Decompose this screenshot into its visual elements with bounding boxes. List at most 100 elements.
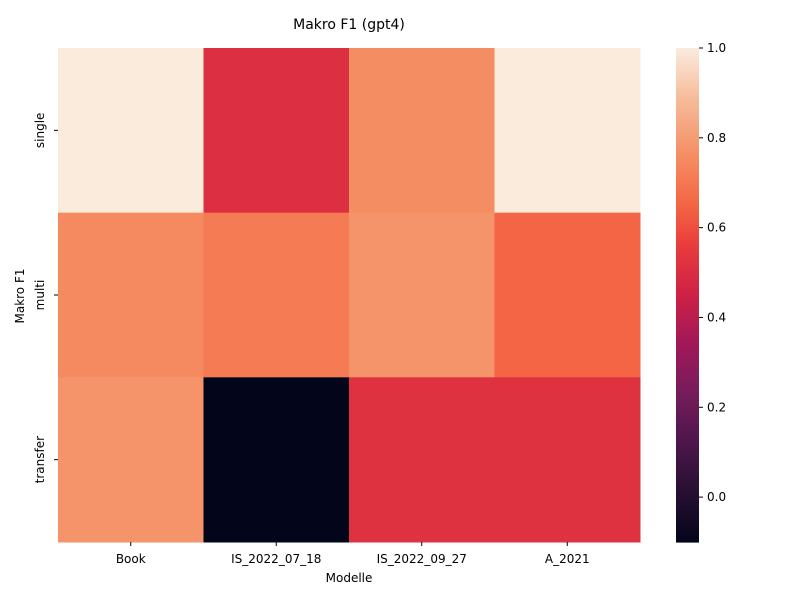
colorbar-segment: [676, 193, 699, 197]
heatmap-cell: [349, 377, 495, 543]
heatmap-cell: [203, 48, 350, 214]
colorbar-segment: [676, 341, 699, 345]
colorbar-segment: [676, 416, 699, 420]
colorbar-segment: [676, 272, 699, 276]
colorbar-segment: [676, 346, 699, 350]
colorbar-segment: [676, 480, 699, 484]
colorbar-segment: [676, 67, 699, 71]
colorbar-tick-label: 0.4: [707, 310, 726, 324]
colorbar-segment: [676, 485, 699, 489]
colorbar-segment: [676, 312, 699, 316]
colorbar-segment: [676, 228, 699, 232]
y-axis: single multi transfer: [33, 113, 58, 483]
colorbar-segment: [676, 262, 699, 266]
colorbar-segment: [676, 490, 699, 494]
heatmap-cells: [58, 48, 641, 543]
colorbar-segment: [676, 60, 699, 64]
colorbar-segment: [676, 309, 699, 313]
colorbar-segment: [676, 388, 699, 392]
colorbar-segment: [676, 430, 699, 434]
colorbar-segment: [676, 302, 699, 306]
colorbar-segment: [676, 70, 699, 74]
colorbar-segment: [676, 275, 699, 279]
colorbar-segment: [676, 423, 699, 427]
colorbar-segment: [676, 462, 699, 467]
colorbar-segment: [676, 72, 699, 76]
colorbar-segment: [676, 201, 699, 205]
colorbar-segment: [676, 408, 699, 412]
colorbar-segment: [676, 458, 699, 462]
colorbar-segment: [676, 290, 699, 294]
colorbar-segment: [676, 440, 699, 444]
colorbar-segment: [676, 460, 699, 464]
x-tick-label: IS_2022_09_27: [377, 552, 467, 566]
colorbar-segment: [676, 509, 699, 513]
colorbar-segment: [676, 144, 699, 148]
colorbar-segment: [676, 287, 699, 291]
colorbar-segment: [676, 124, 699, 128]
colorbar-segment: [676, 411, 699, 415]
colorbar-segment: [676, 492, 699, 496]
colorbar-segment: [676, 448, 699, 452]
colorbar-segment: [676, 159, 699, 163]
colorbar-segment: [676, 361, 699, 365]
colorbar-segment: [676, 495, 699, 499]
colorbar-segment: [676, 522, 699, 526]
heatmap-cell: [58, 48, 204, 214]
colorbar-segment: [676, 122, 699, 126]
colorbar-segment: [676, 253, 699, 257]
colorbar-segment: [676, 299, 699, 304]
colorbar-segment: [676, 188, 699, 192]
colorbar-segment: [676, 537, 699, 541]
heatmap-cell: [349, 48, 495, 214]
colorbar-tick-label: 0.8: [707, 131, 726, 145]
colorbar-segment: [676, 482, 699, 486]
colorbar-segment: [676, 393, 699, 397]
colorbar-segment: [676, 218, 699, 222]
colorbar-segment: [676, 285, 699, 289]
colorbar-segment: [676, 173, 699, 178]
colorbar-segment: [676, 529, 699, 533]
colorbar-segment: [676, 336, 699, 341]
colorbar-segment: [676, 151, 699, 155]
colorbar-segment: [676, 524, 699, 528]
heatmap-cell: [203, 212, 350, 378]
colorbar-segment: [676, 243, 699, 247]
colorbar-segment: [676, 208, 699, 212]
colorbar-segment: [676, 270, 699, 274]
x-tick-label: Book: [116, 552, 146, 566]
colorbar-segment: [676, 472, 699, 476]
colorbar-segment: [676, 141, 699, 145]
colorbar-segment: [676, 450, 699, 454]
colorbar-segment: [676, 487, 699, 491]
colorbar-segment: [676, 267, 699, 271]
colorbar-segment: [676, 230, 699, 234]
colorbar-segment: [676, 396, 699, 400]
colorbar-segment: [676, 314, 699, 318]
y-tick-label: transfer: [33, 436, 47, 483]
colorbar-segment: [676, 435, 699, 439]
colorbar-segment: [676, 48, 699, 52]
x-tick-label: IS_2022_07_18: [231, 552, 321, 566]
colorbar-segment: [676, 245, 699, 249]
colorbar-segment: [676, 161, 699, 165]
colorbar-segment: [676, 206, 699, 210]
colorbar-segment: [676, 349, 699, 353]
colorbar-segment: [676, 398, 699, 402]
colorbar-segment: [676, 339, 699, 343]
colorbar-segment: [676, 220, 699, 224]
colorbar-segment: [676, 354, 699, 358]
colorbar-segment: [676, 129, 699, 133]
colorbar-segment: [676, 77, 699, 81]
colorbar-segment: [676, 465, 699, 469]
colorbar-segment: [676, 223, 699, 227]
x-axis: Book IS_2022_07_18 IS_2022_09_27 A_2021: [116, 542, 590, 566]
colorbar-segment: [676, 467, 699, 471]
colorbar-segment: [676, 329, 699, 333]
colorbar-segment: [676, 413, 699, 417]
colorbar-segment: [676, 371, 699, 375]
colorbar-segment: [676, 532, 699, 536]
x-axis-label: Modelle: [326, 571, 373, 585]
colorbar-segment: [676, 500, 699, 504]
colorbar-segment: [676, 62, 699, 66]
